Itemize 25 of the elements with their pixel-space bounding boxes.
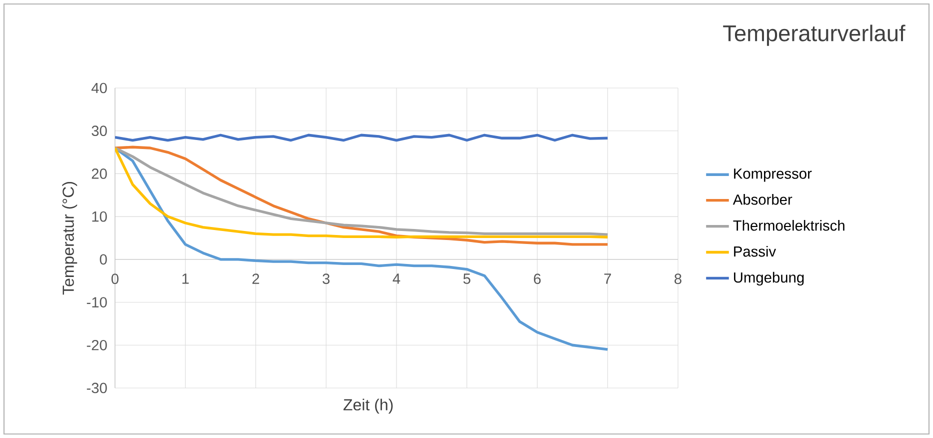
x-tick-label: 4 bbox=[392, 274, 400, 284]
x-tick-label: 2 bbox=[252, 274, 260, 284]
x-axis-title: Zeit (h) bbox=[344, 398, 393, 414]
x-tick-label: 8 bbox=[674, 274, 682, 284]
x-tick-label: 0 bbox=[111, 274, 118, 284]
x-tick-label: 3 bbox=[322, 274, 330, 284]
legend-label: Passiv bbox=[734, 246, 776, 257]
y-tick-label: 20 bbox=[92, 168, 107, 179]
legend-label: Umgebung bbox=[734, 272, 804, 286]
y-tick-label: 0 bbox=[100, 254, 107, 265]
y-tick-label: -30 bbox=[86, 382, 107, 394]
y-axis-title: Temperatur (°C) bbox=[62, 182, 78, 295]
y-tick-label: 40 bbox=[91, 82, 107, 94]
y-tick-label: -10 bbox=[86, 297, 107, 308]
x-tick-label: 7 bbox=[604, 274, 611, 284]
y-tick-label: 30 bbox=[92, 126, 107, 136]
y-tick-label: 10 bbox=[92, 211, 107, 222]
legend-label: Kompressor bbox=[734, 168, 812, 182]
legend-label: Thermoelektrisch bbox=[733, 220, 844, 231]
y-tick-label: -20 bbox=[86, 340, 107, 350]
text: Temperaturverlauf bbox=[723, 24, 906, 46]
x-tick-label: 1 bbox=[182, 274, 189, 284]
x-tick-label: 5 bbox=[463, 274, 470, 284]
legend-label: Absorber bbox=[732, 194, 792, 205]
x-tick-label: 6 bbox=[534, 274, 541, 284]
